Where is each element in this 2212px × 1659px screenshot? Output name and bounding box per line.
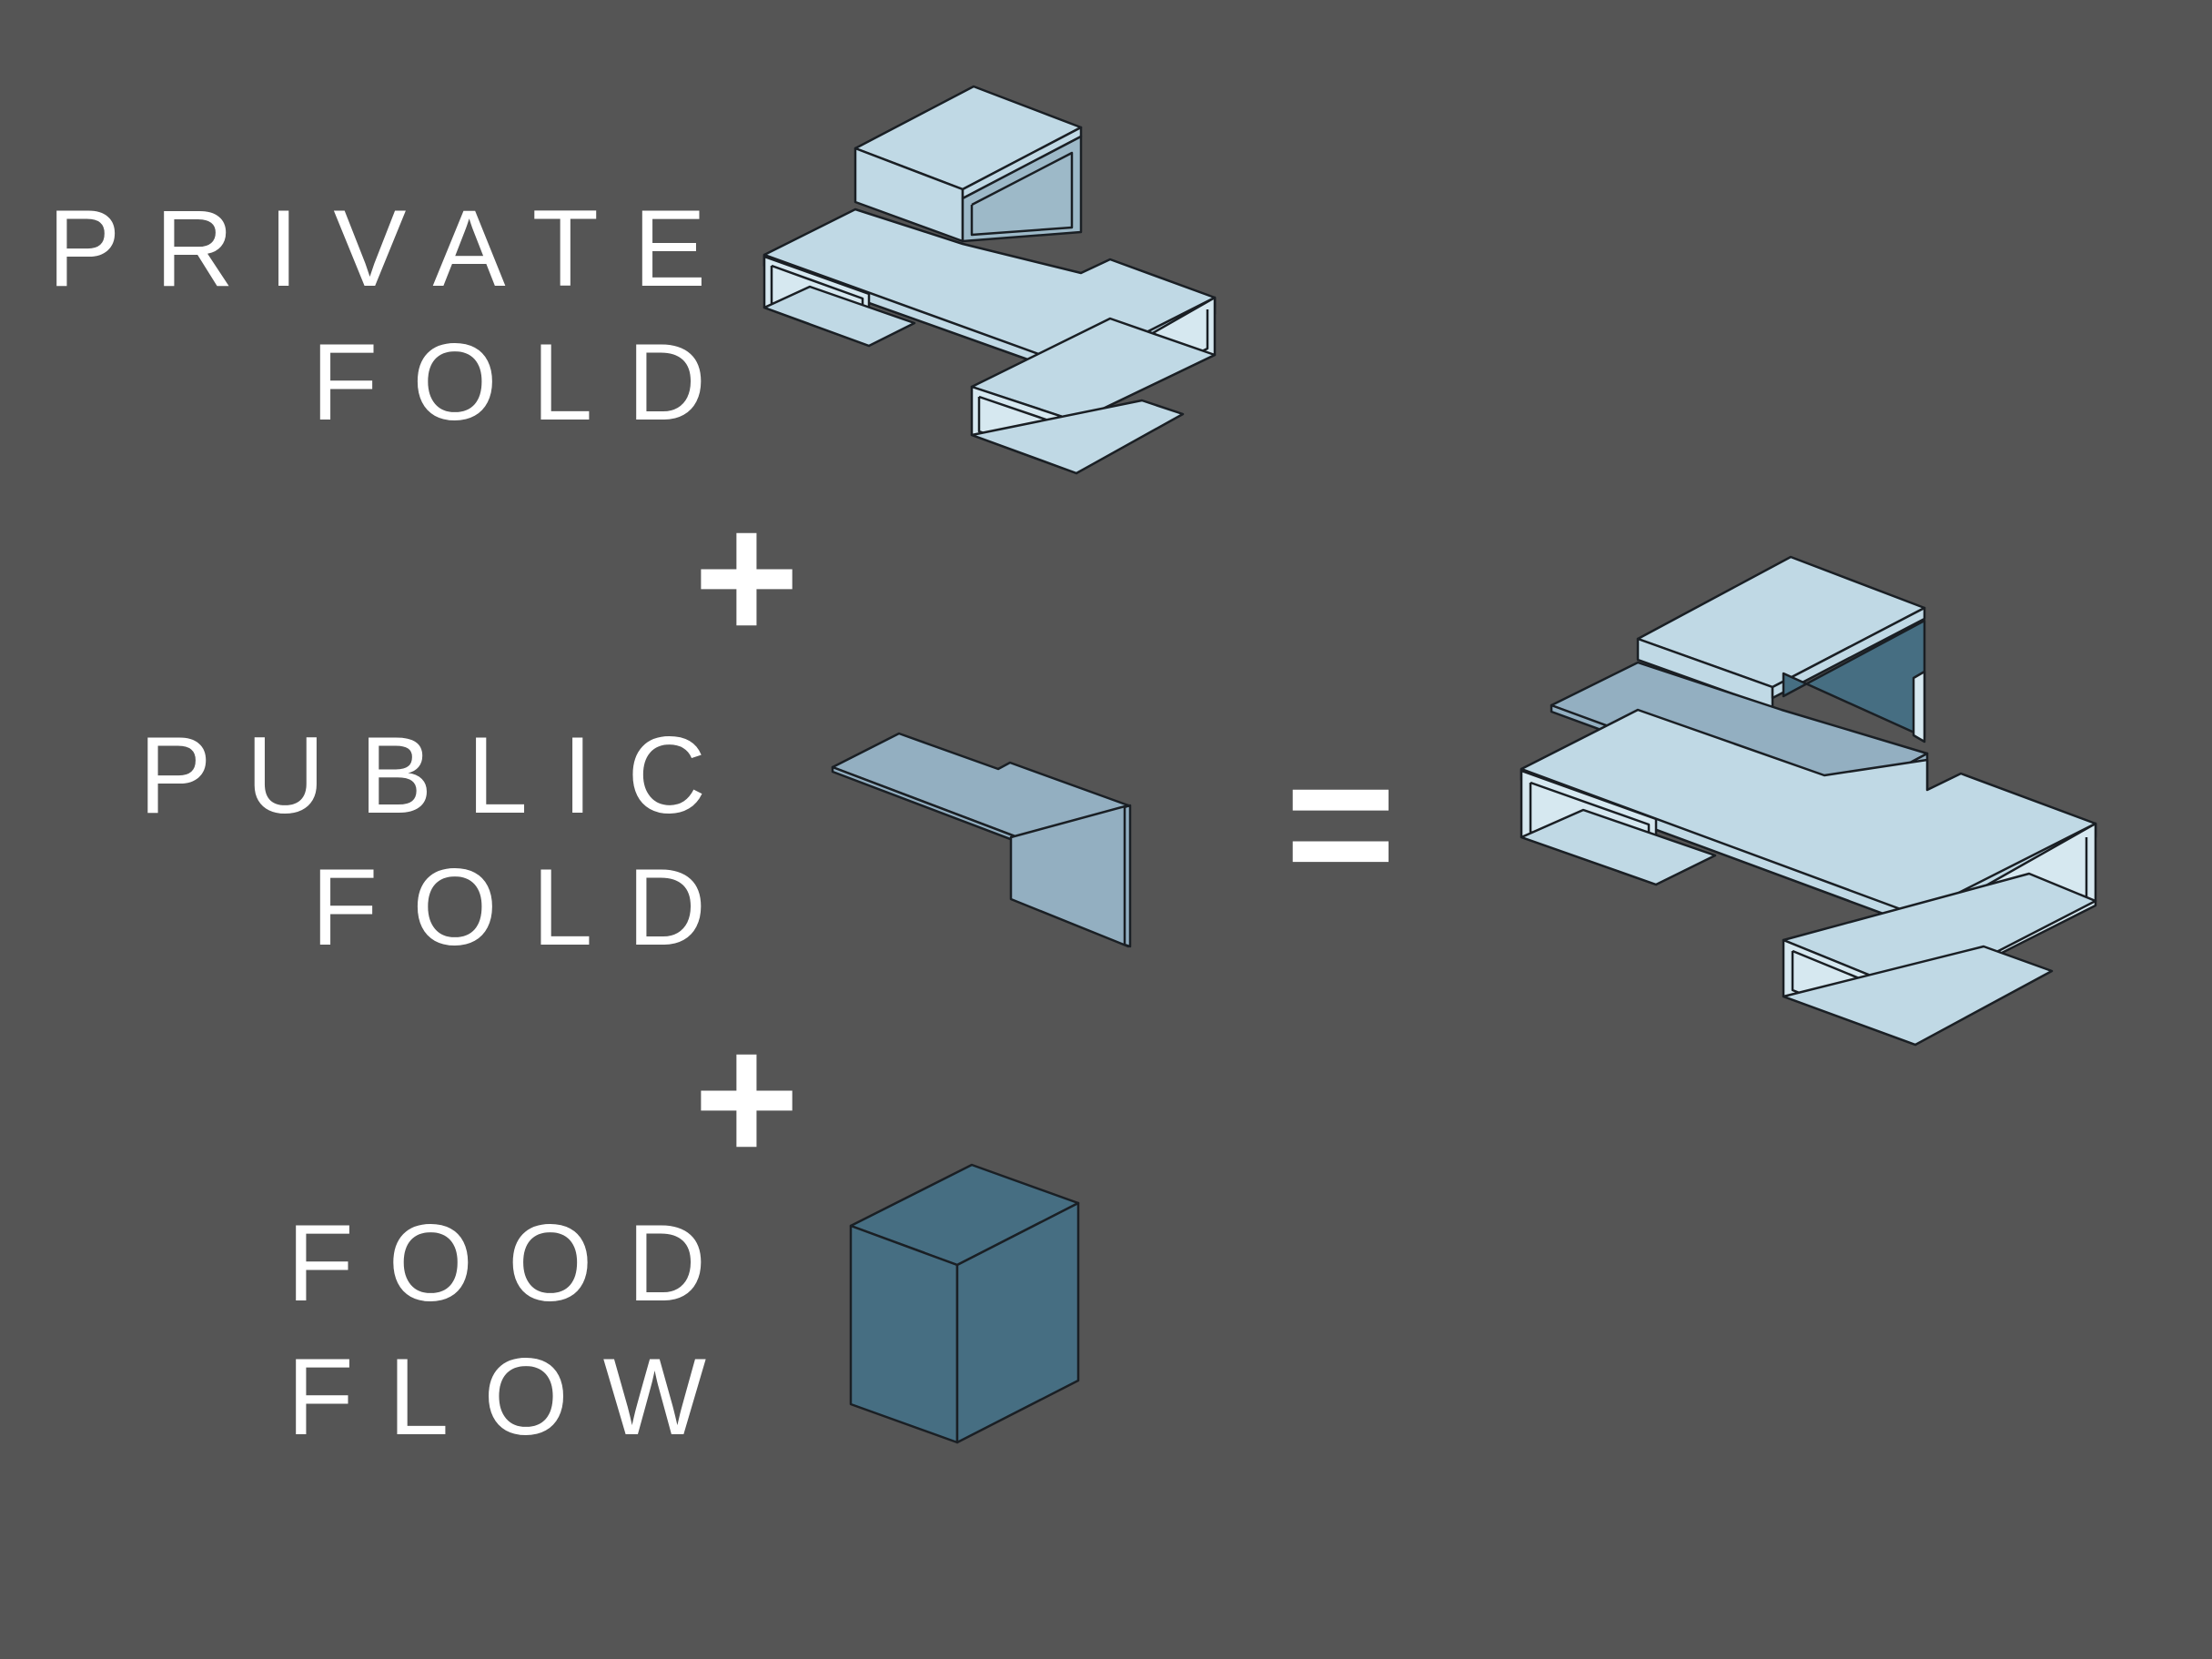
public-fold-label-line1: PUBLIC bbox=[138, 714, 741, 836]
combined-upper-right-wall bbox=[1912, 670, 1926, 744]
private-upper-inner-edge bbox=[970, 151, 1074, 237]
private-fold-diagram bbox=[763, 85, 1217, 475]
food-flow-label-line1: FOOD bbox=[287, 1202, 741, 1324]
private-lower-tube-floor bbox=[970, 399, 1185, 475]
combined-result-diagram bbox=[1520, 555, 2097, 1047]
plus-operator-1: + bbox=[693, 476, 800, 679]
food-box-right bbox=[955, 1201, 1080, 1444]
plus-operator-2: + bbox=[693, 997, 800, 1200]
food-flow-diagram bbox=[849, 1163, 1080, 1444]
food-flow-label-line2: FLOW bbox=[287, 1336, 741, 1458]
private-left-loop-floor bbox=[763, 285, 916, 348]
combined-left-loop-floor bbox=[1520, 808, 1717, 886]
private-fold-label-line2: FOLD bbox=[310, 321, 741, 443]
private-fold-label-line1: PRIVATE bbox=[47, 187, 741, 309]
public-fold-edge bbox=[1123, 804, 1132, 948]
combined-lower-floor bbox=[1782, 945, 2054, 1047]
equals-operator: = bbox=[1285, 716, 1397, 930]
public-fold-diagram bbox=[831, 732, 1132, 948]
public-fold-label-line2: FOLD bbox=[310, 846, 741, 968]
food-box-left bbox=[849, 1224, 959, 1444]
combined-upper-rightedge bbox=[1771, 606, 1926, 700]
